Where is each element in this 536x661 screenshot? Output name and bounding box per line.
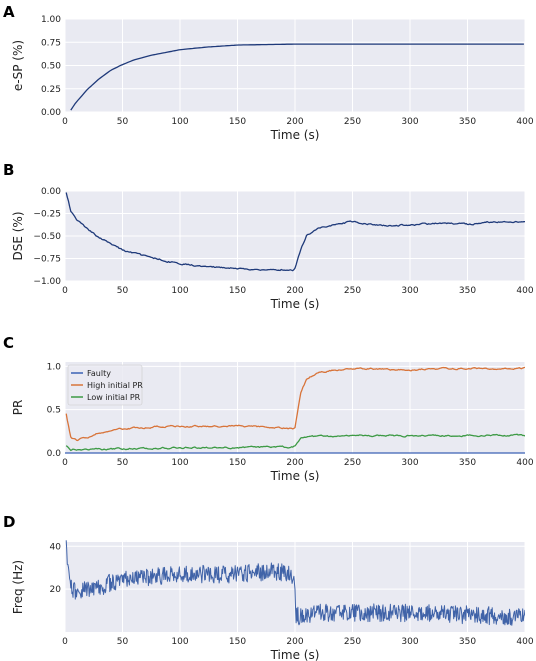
panel-a: A 0 50 100 150 200 250 300 350 400 0.00 0.25 0.50 0.7… [3,3,534,142]
panel-letter: D [3,513,15,531]
x-tick-label: 350 [459,286,476,296]
x-axis-label: Time (s) [270,297,320,311]
y-tick-label: 0.50 [41,62,61,72]
panel-letter: B [3,161,14,179]
x-tick-label: 400 [516,286,533,296]
series-line [65,540,525,626]
y-tick-label: 20 [50,585,62,595]
y-axis-label: DSE (%) [11,211,25,260]
x-tick-label: 100 [171,458,188,468]
y-tick-label: 1.0 [47,362,62,372]
x-tick-label: 250 [344,286,361,296]
series-line [65,366,525,442]
x-tick-label: 0 [62,117,68,127]
panel-c: C 0 50 100 150 200 250 300 350 400 0.0 0.5 1.0 Time (… [3,334,534,483]
y-tick-label: 0.25 [41,85,61,95]
series-line [65,192,525,272]
y-tick-label: −0.25 [33,210,61,220]
y-tick-label: 0.00 [41,187,61,197]
x-axis-label: Time (s) [270,469,320,483]
y-tick-label: 0.0 [47,449,62,459]
x-tick-label: 300 [401,637,418,647]
x-tick-label: 0 [62,286,68,296]
x-tick-label: 50 [117,458,129,468]
x-tick-label: 350 [459,458,476,468]
y-tick-label: 0.00 [41,108,61,118]
x-tick-label: 0 [62,458,68,468]
x-tick-label: 350 [459,117,476,127]
x-tick-label: 100 [171,117,188,127]
legend-box [67,364,143,406]
y-tick-label: 0.75 [41,38,61,48]
y-tick-label: −0.75 [33,255,61,265]
x-tick-label: 300 [401,458,418,468]
y-tick-label: −1.00 [33,277,61,287]
x-tick-label: 200 [286,117,303,127]
x-tick-label: 200 [286,458,303,468]
x-tick-label: 400 [516,458,533,468]
legend-entry: High initial PR [87,381,143,390]
x-tick-label: 100 [171,286,188,296]
x-tick-label: 300 [401,286,418,296]
y-axis-label: PR [11,400,25,416]
y-tick-label: −0.50 [33,232,61,242]
x-axis-label: Time (s) [270,648,320,661]
x-tick-label: 150 [229,117,246,127]
x-tick-label: 400 [516,637,533,647]
x-tick-label: 300 [401,117,418,127]
x-tick-label: 50 [117,117,129,127]
series-line [70,43,524,111]
y-axis-label: e-SP (%) [11,40,25,91]
panel-letter: A [3,3,15,21]
x-tick-label: 150 [229,286,246,296]
y-tick-label: 1.00 [41,15,61,25]
x-tick-label: 50 [117,286,129,296]
x-tick-label: 150 [229,637,246,647]
panel-d: D 0 50 100 150 200 250 300 350 400 20 40 Time (s) Fre… [3,513,534,661]
y-tick-label: 40 [50,542,62,552]
panel-b: B 0 50 100 150 200 250 300 350 400 −1.00 −0.75 −0.50… [3,161,534,311]
series-line [65,433,525,452]
x-tick-label: 150 [229,458,246,468]
legend: Faulty High initial PR Low initial PR [67,364,143,406]
y-tick-label: 0.5 [47,406,61,416]
x-tick-label: 100 [171,637,188,647]
x-axis-label: Time (s) [270,128,320,142]
x-tick-label: 250 [344,637,361,647]
legend-entry: Faulty [87,369,111,378]
legend-entry: Low initial PR [87,393,141,402]
x-tick-label: 350 [459,637,476,647]
x-tick-label: 400 [516,117,533,127]
x-tick-label: 250 [344,117,361,127]
panel-letter: C [3,334,14,352]
x-tick-label: 250 [344,458,361,468]
x-tick-label: 0 [62,637,68,647]
x-tick-label: 50 [117,637,129,647]
x-tick-label: 200 [286,637,303,647]
y-axis-label: Freq (Hz) [11,560,25,614]
x-tick-label: 200 [286,286,303,296]
